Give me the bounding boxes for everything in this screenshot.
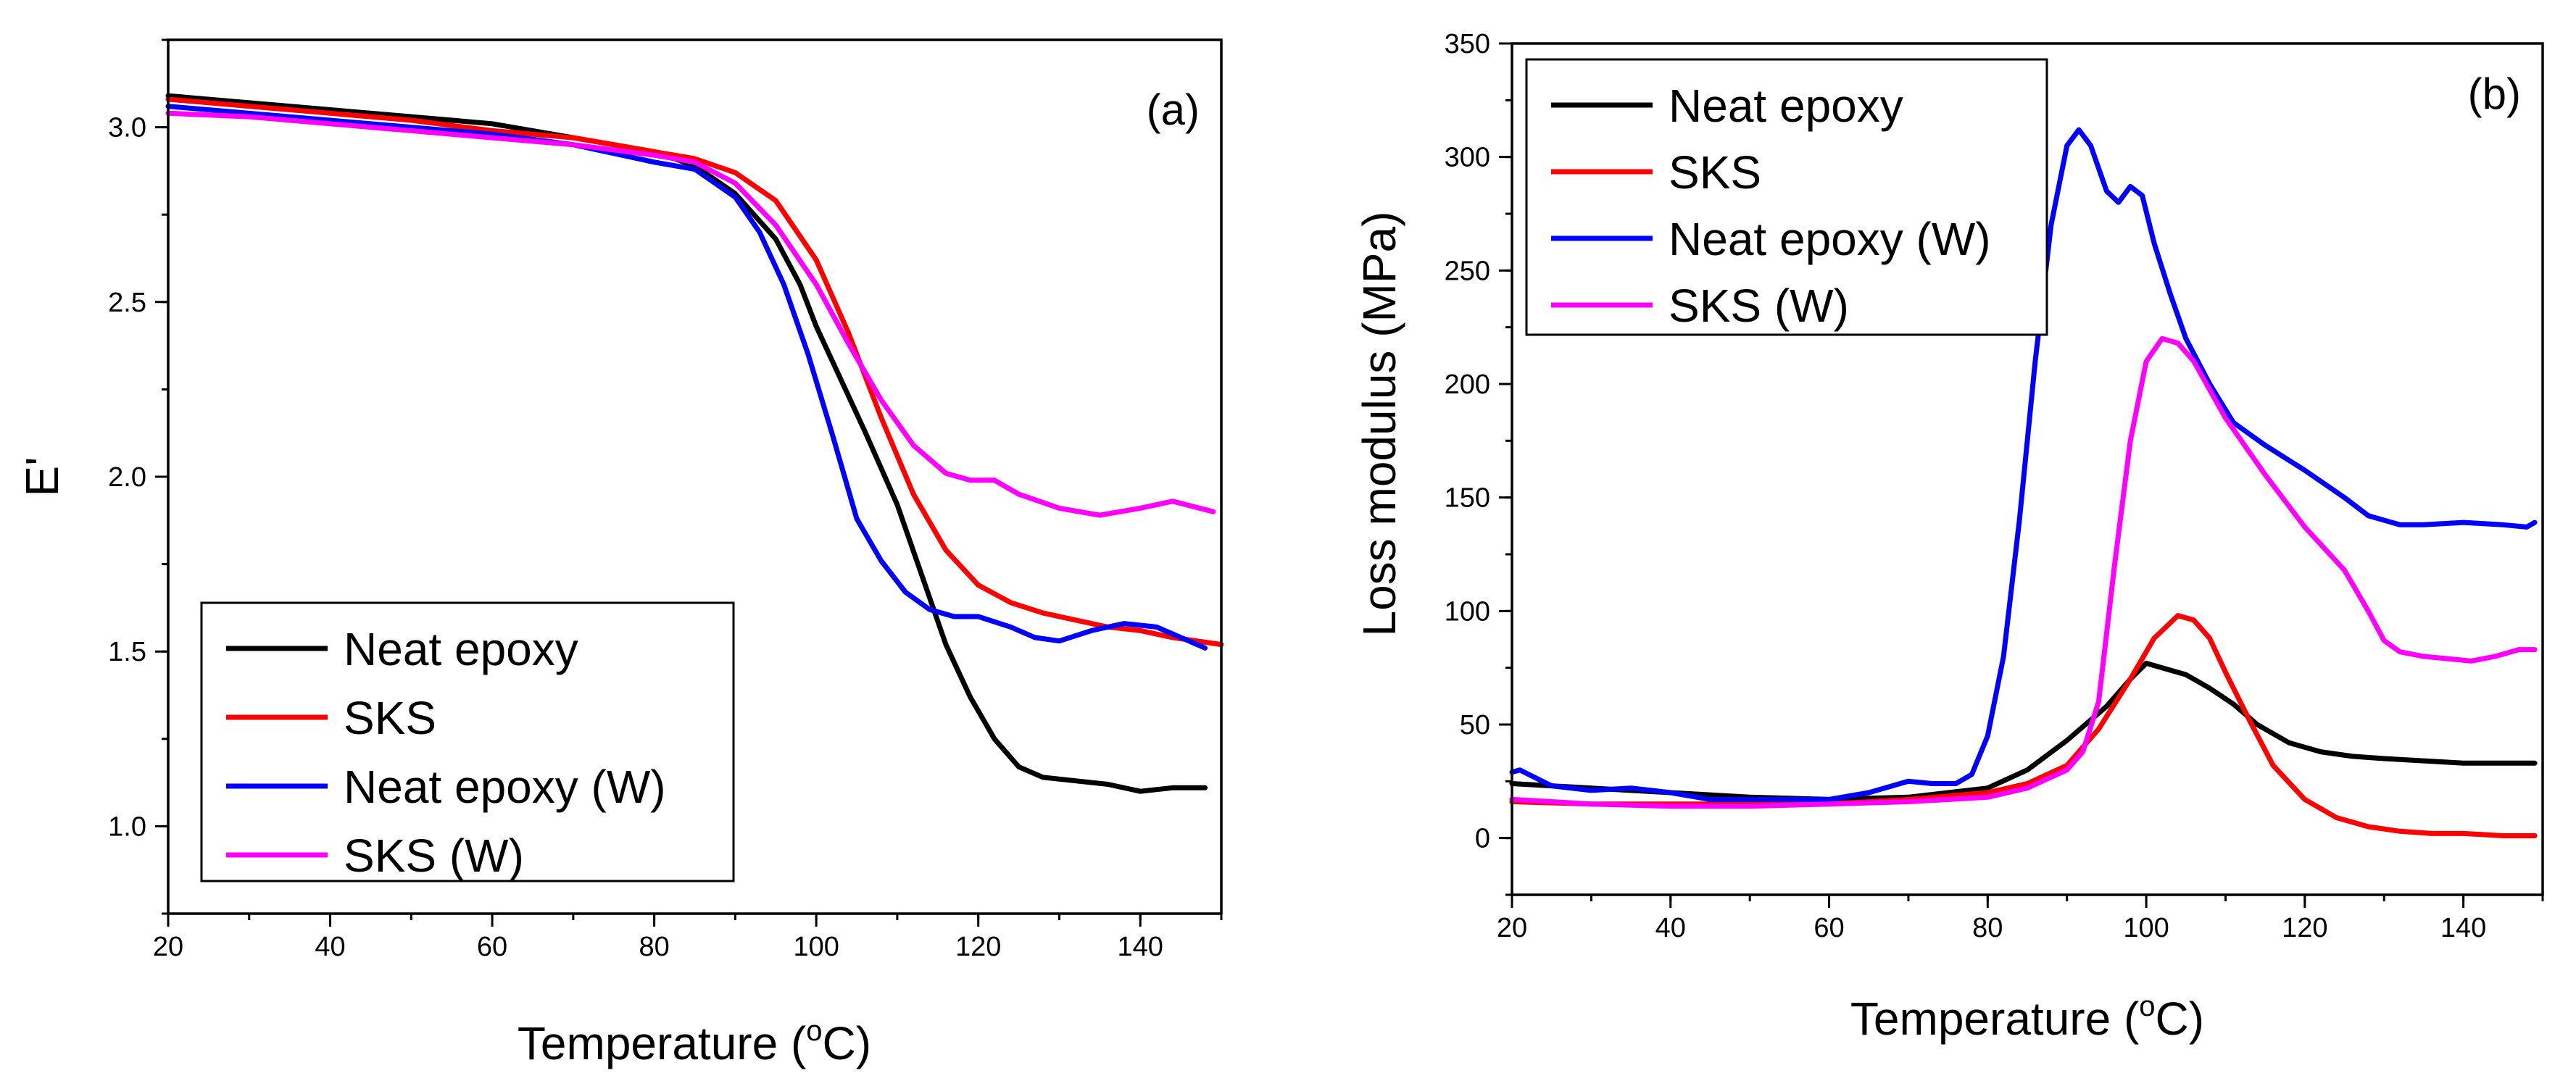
panel-a-x-axis-title-main: Temperature (	[518, 1017, 806, 1069]
panel-b-series-sks-w	[1509, 335, 2538, 809]
panel-a-x-axis-title-unit: C)	[823, 1017, 872, 1069]
panel-b-y-tick-label-7: 350	[1445, 29, 1490, 59]
panel-a-legend: Neat epoxy SKS Neat epoxy (W) SKS (W)	[200, 601, 735, 882]
panel-b-y-tick-label-3: 150	[1445, 483, 1490, 514]
panel-b-y-tick-label-4: 200	[1445, 370, 1490, 400]
panel-b-y-tick-label-0: 0	[1475, 824, 1490, 854]
panel-b-y-tick-label-6: 300	[1445, 143, 1490, 173]
panel-a-ticks: 20 40 60 80 100 120 140 1.0 1.5 2.0 2.5 3.0	[108, 38, 1223, 962]
panel-a-series-group	[165, 93, 1224, 794]
panel-a-x-axis-title-degree: o	[806, 1015, 822, 1047]
panel-b-legend: Neat epoxy SKS Neat epoxy (W) SKS (W)	[1525, 58, 2048, 336]
panel-a-x-tick-label-60: 60	[477, 932, 507, 962]
panel-b-y-axis-title: Loss modulus (MPa)	[1353, 212, 1405, 637]
panel-b-y-tick-label-5: 250	[1445, 256, 1490, 286]
panel-a-x-tick-label-120: 120	[955, 932, 1001, 962]
panel-b-series-neat-epoxy	[1509, 660, 2538, 802]
panel-a-y-tick-label-4: 3.0	[108, 113, 146, 143]
panel-a-x-axis-title: Temperature (oC)	[518, 1015, 871, 1069]
panel-a-legend-label-sks: SKS	[344, 692, 436, 744]
panel-a-y-tick-label-3: 2.5	[108, 288, 146, 318]
panel-b-x-tick-label-40: 40	[1655, 913, 1686, 943]
panel-a-legend-label-sks-w: SKS (W)	[344, 830, 524, 882]
panel-b-legend-label-neat-epoxy: Neat epoxy	[1669, 80, 1903, 132]
panel-a-x-tick-label-20: 20	[153, 932, 183, 962]
panel-a-x-tick-label-100: 100	[793, 932, 839, 962]
panel-a-y-tick-label-1: 1.5	[108, 637, 146, 667]
panel-b-y-tick-label-2: 100	[1445, 596, 1490, 627]
panel-b-x-axis-title-unit: C)	[2156, 993, 2205, 1045]
panel-a-series-neat-epoxy-w	[165, 104, 1208, 651]
panel-a-x-tick-label-80: 80	[639, 932, 669, 962]
panel-b-x-tick-label-20: 20	[1497, 913, 1527, 943]
panel-b-series-group	[1509, 127, 2538, 838]
panel-b-x-tick-label-80: 80	[1972, 913, 2003, 943]
panel-a-series-sks-w	[165, 110, 1216, 518]
panel-b-x-tick-label-60: 60	[1813, 913, 1844, 943]
panel-a-legend-label-neat-epoxy: Neat epoxy	[344, 623, 578, 675]
panel-a-x-tick-label-40: 40	[315, 932, 345, 962]
panel-b-ticks: 20 40 60 80 100 120 140 0 50 100 150 200 250 300 350	[1445, 29, 2544, 943]
panel-b-chart: 20 40 60 80 100 120 140 0 50 100 150 200 250 300 350 (…	[1353, 29, 2544, 1045]
panel-a-legend-label-neat-epoxy-w: Neat epoxy (W)	[344, 761, 666, 813]
panel-b-x-axis-title: Temperature (oC)	[1850, 990, 2204, 1045]
panel-b-series-sks	[1509, 613, 2538, 838]
panel-b-y-tick-label-1: 50	[1460, 710, 1490, 740]
panel-a-label: (a)	[1147, 85, 1200, 134]
panel-b-x-axis-title-degree: o	[2139, 990, 2155, 1022]
panel-b-plot-frame	[1511, 42, 2544, 896]
panel-b-legend-label-sks-w: SKS (W)	[1669, 280, 1849, 332]
panel-b-x-tick-label-100: 100	[2123, 913, 2169, 943]
panel-b-series-neat-epoxy-w	[1509, 127, 2538, 802]
panel-a-x-tick-label-140: 140	[1118, 932, 1163, 962]
panel-a-series-sks	[165, 96, 1224, 648]
panel-b-x-axis-title-main: Temperature (	[1850, 993, 2139, 1045]
panel-b-label: (b)	[2468, 70, 2521, 118]
panel-a-y-axis-title: E'	[16, 457, 68, 497]
panel-a-y-tick-label-2: 2.0	[108, 462, 146, 493]
panel-b-legend-label-sks: SKS	[1669, 146, 1761, 199]
panel-a-y-tick-label-0: 1.0	[108, 811, 146, 842]
panel-b-legend-label-neat-epoxy-w: Neat epoxy (W)	[1669, 213, 1991, 265]
panel-b-x-tick-label-140: 140	[2440, 913, 2486, 943]
panel-b-x-tick-label-120: 120	[2282, 913, 2327, 943]
panel-a-series-neat-epoxy	[165, 93, 1208, 794]
